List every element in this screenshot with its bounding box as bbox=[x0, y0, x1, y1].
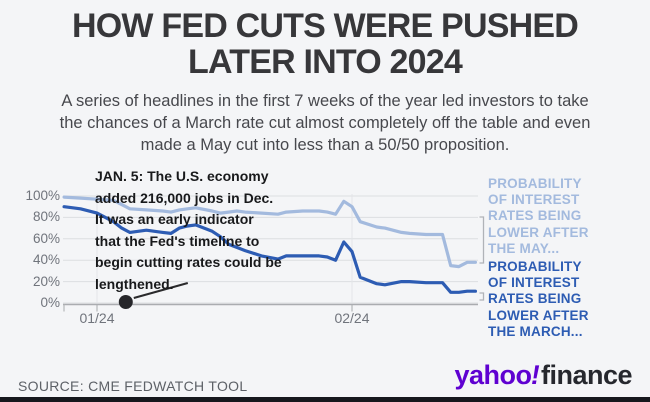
y-tick-label: 40% bbox=[32, 252, 60, 268]
subtitle-line-3: made a May cut into less than a 50/50 pr… bbox=[140, 136, 510, 154]
series-label-line: LOWER AFTER bbox=[488, 307, 589, 323]
title-line-1: HOW FED CUTS WERE PUSHED bbox=[72, 7, 579, 45]
page-title: HOW FED CUTS WERE PUSHED LATER INTO 2024 bbox=[0, 8, 650, 80]
annotation-line: JAN. 5: The U.S. economy bbox=[95, 168, 269, 184]
series-label-line: PROBABILITY bbox=[488, 176, 582, 191]
annotation-line: lengthened. bbox=[95, 275, 174, 292]
series-label-line: OF INTEREST bbox=[488, 275, 580, 291]
y-tick-label: 20% bbox=[32, 273, 60, 289]
annotation-callout: JAN. 5: The U.S. economy added 216,000 j… bbox=[95, 166, 305, 296]
series-label-may: PROBABILITY OF INTEREST RATES BEING LOWE… bbox=[488, 176, 638, 257]
series-label-line: THE MAY... bbox=[488, 240, 560, 256]
series-label-line: RATES BEING bbox=[488, 291, 582, 307]
series-label-line: RATES BEING bbox=[488, 208, 582, 224]
x-tick-label: 02/24 bbox=[334, 310, 370, 326]
series-line-march-cut-probability bbox=[62, 205, 477, 294]
y-tick-label: 0% bbox=[40, 295, 60, 310]
series-label-line: OF INTEREST bbox=[488, 192, 580, 208]
series-label-line: LOWER AFTER bbox=[488, 224, 589, 240]
annotation-line: added 216,000 jobs in Dec. bbox=[95, 189, 274, 206]
logo-finance: finance bbox=[540, 360, 633, 390]
y-tick-label: 80% bbox=[32, 209, 60, 225]
series-label-march: PROBABILITY OF INTEREST RATES BEING LOWE… bbox=[488, 259, 638, 340]
bracket-may bbox=[479, 216, 485, 264]
series-line-may-cut-probability bbox=[62, 195, 477, 269]
subtitle-line-1: A series of headlines in the first 7 wee… bbox=[61, 92, 589, 110]
y-tick-label: 60% bbox=[32, 230, 60, 246]
subtitle-line-2: the chances of a March rate cut almost c… bbox=[59, 114, 591, 132]
bottom-accent-bar bbox=[0, 397, 650, 402]
y-tick-label: 100% bbox=[25, 188, 60, 203]
source-credit: SOURCE: CME FEDWATCH TOOL bbox=[18, 378, 248, 394]
logo-yahoo: yahoo bbox=[454, 360, 532, 390]
series-label-line: PROBABILITY bbox=[488, 259, 582, 274]
series-label-line: THE MARCH... bbox=[488, 323, 583, 339]
annotation-marker-dot bbox=[118, 295, 133, 309]
annotation-line: begin cutting rates could be bbox=[95, 254, 282, 271]
x-tick-label: 01/24 bbox=[79, 310, 115, 326]
yahoo-finance-logo: yahoo!finance bbox=[454, 360, 632, 391]
annotation-line: It was an early indicator bbox=[95, 211, 254, 228]
annotation-line: that the Fed's timeline to bbox=[95, 232, 260, 249]
bracket-march bbox=[479, 292, 485, 301]
annotation-pointer-line bbox=[133, 281, 189, 300]
subtitle: A series of headlines in the first 7 wee… bbox=[0, 90, 650, 156]
title-line-2: LATER INTO 2024 bbox=[188, 43, 463, 81]
